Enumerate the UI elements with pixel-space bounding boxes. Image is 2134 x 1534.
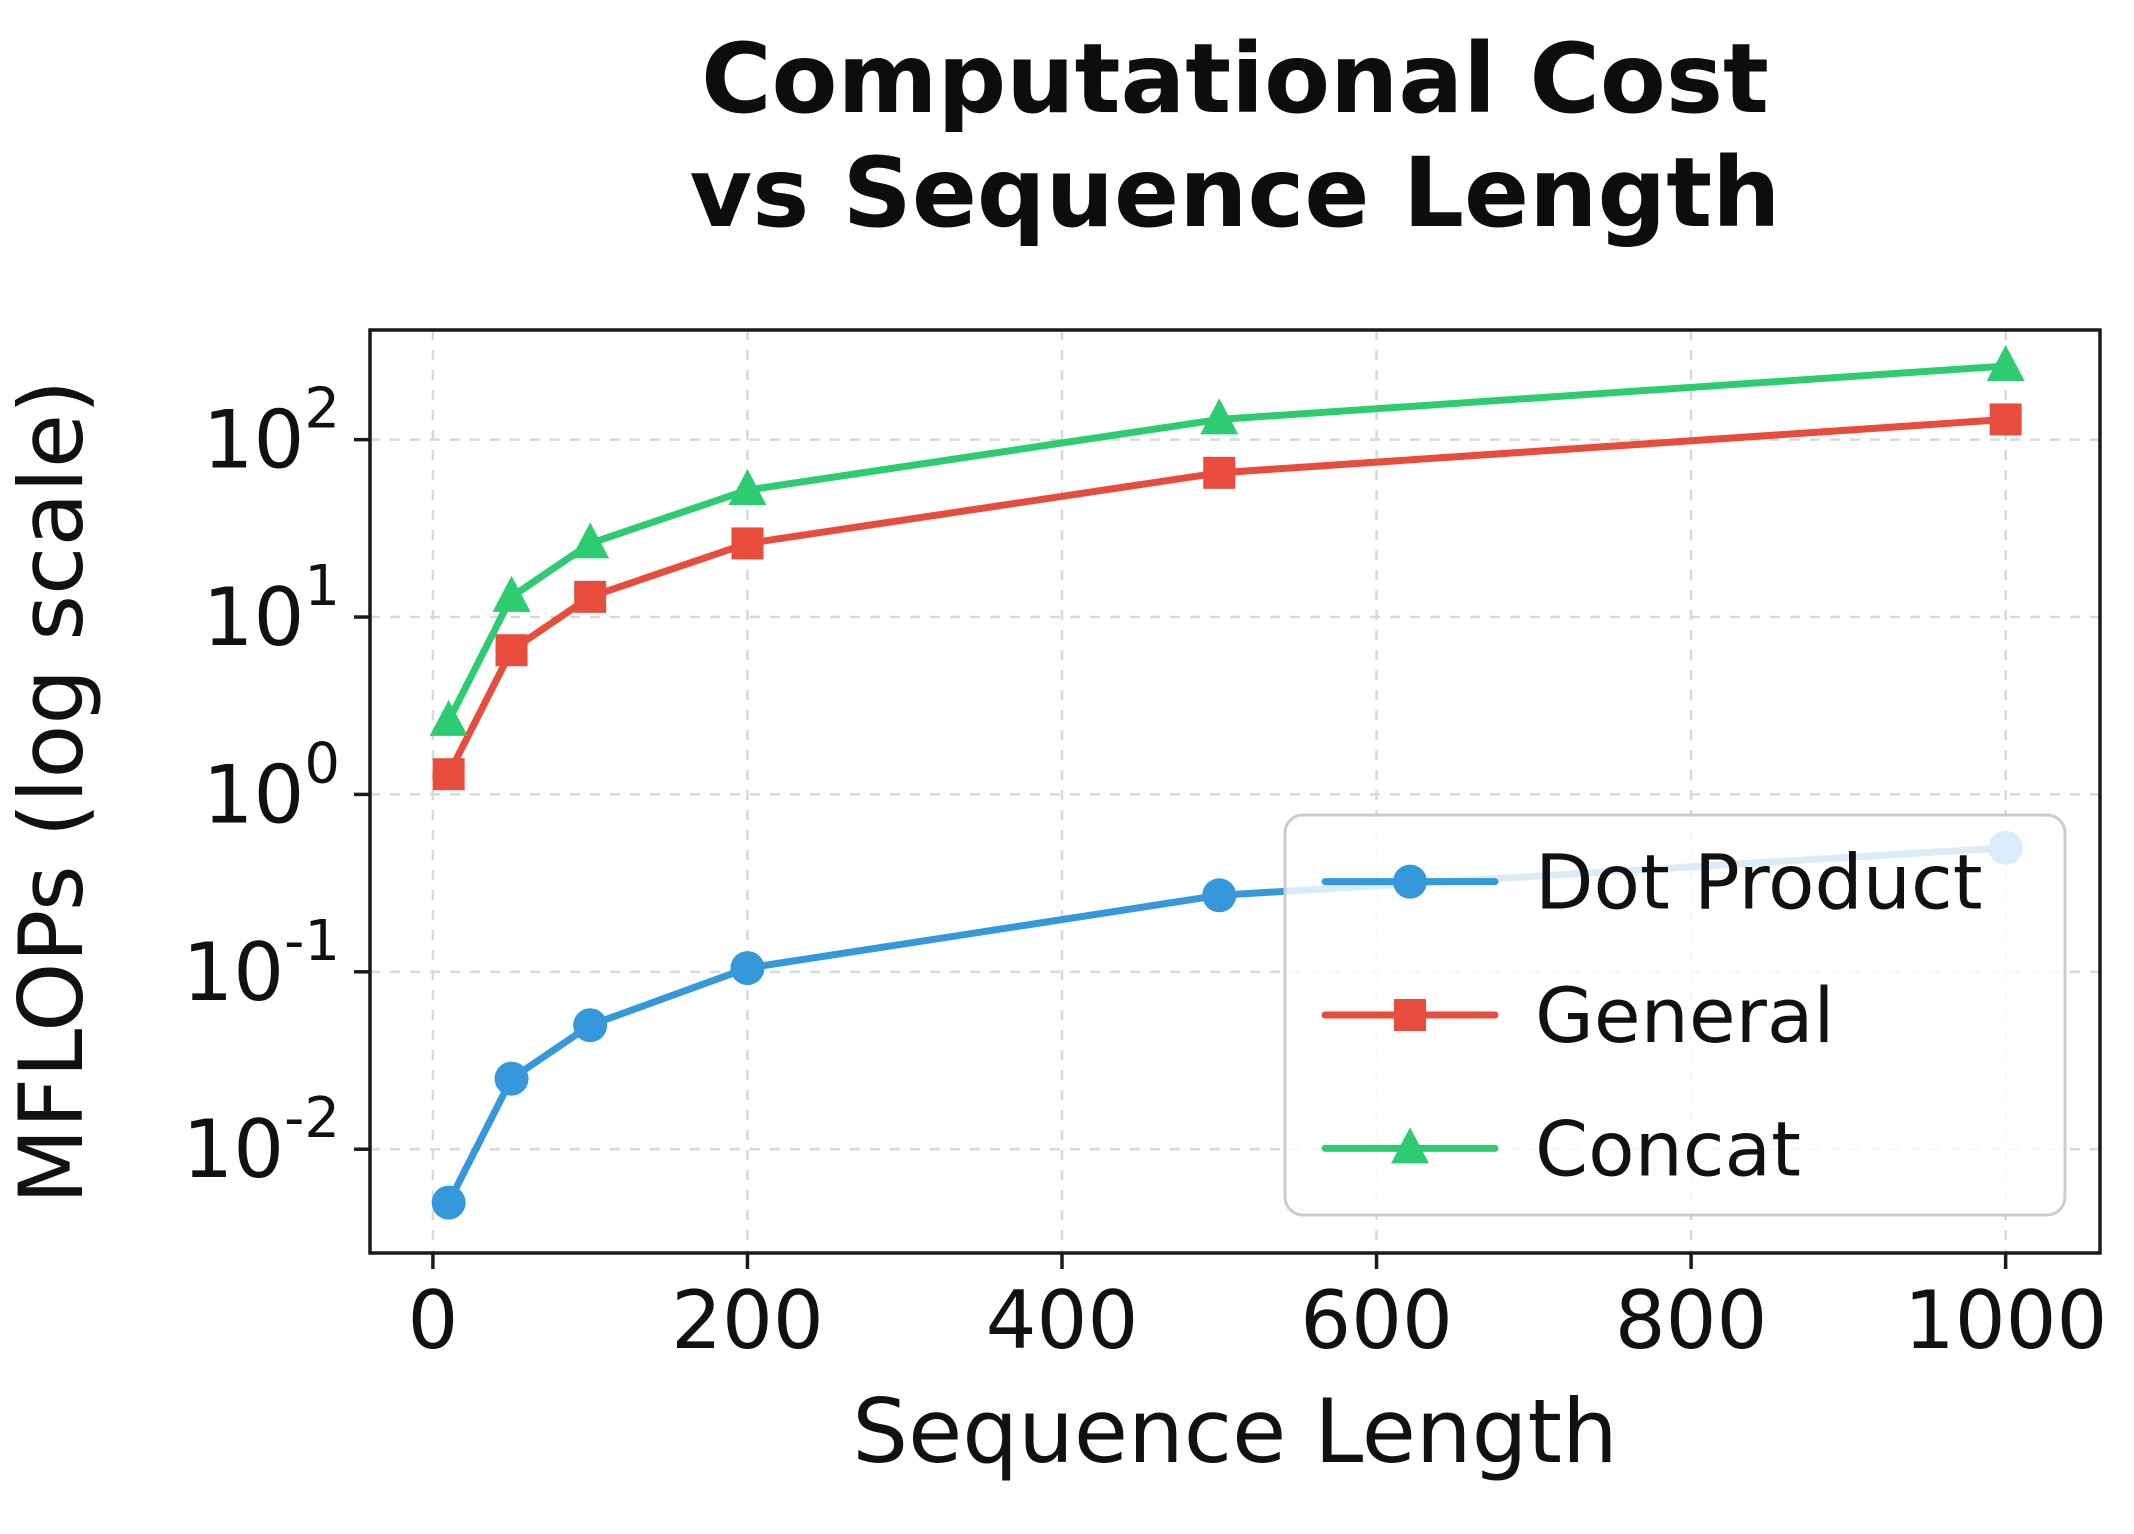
x-tick-label: 800 — [1615, 1274, 1768, 1367]
legend-label: General — [1535, 971, 1835, 1060]
y-tick-label: 10-2 — [182, 1086, 340, 1196]
x-tick-label: 0 — [407, 1274, 458, 1367]
triangle-marker — [571, 522, 610, 559]
chart-title-line2: vs Sequence Length — [690, 137, 1781, 249]
legend-label: Concat — [1535, 1104, 1801, 1193]
x-tick-label: 400 — [986, 1274, 1139, 1367]
triangle-marker — [1986, 345, 2025, 382]
legend-label: Dot Product — [1535, 838, 1983, 927]
y-tick-label: 101 — [203, 554, 340, 664]
legend: Dot Product General Concat — [1283, 813, 2067, 1217]
y-tick-label: 102 — [203, 377, 340, 487]
legend-item-general: General — [1321, 971, 1835, 1060]
square-marker — [1394, 999, 1426, 1031]
x-axis-label: Sequence Length — [852, 1380, 1618, 1483]
circle-marker — [730, 951, 765, 986]
triangle-marker — [429, 699, 468, 736]
plot-area: Dot Product General Concat 0 200 400 600 800 100… — [182, 328, 2108, 1367]
square-marker — [1989, 403, 2022, 436]
triangle-marker — [1391, 1127, 1429, 1164]
circle-marker — [494, 1061, 529, 1096]
circle-marker — [431, 1185, 466, 1220]
legend-item-concat: Concat — [1321, 1104, 1801, 1193]
x-tick-label: 200 — [671, 1274, 824, 1367]
series-line — [445, 415, 2010, 778]
circle-marker — [573, 1008, 608, 1043]
triangle-marker — [728, 469, 767, 506]
square-marker — [731, 527, 764, 560]
series-line — [445, 362, 2010, 725]
series-general — [432, 403, 2022, 791]
triangle-marker — [492, 575, 531, 612]
square-marker — [432, 758, 465, 791]
y-axis-label: MFLOPs (log scale) — [0, 380, 103, 1205]
circle-marker — [1393, 864, 1427, 899]
square-marker — [574, 580, 607, 613]
square-marker — [1203, 456, 1236, 489]
circle-marker — [1202, 878, 1237, 913]
axes: 0 200 400 600 800 1000 10-2 10-1 100 101 102 — [182, 328, 2108, 1367]
series-concat — [429, 345, 2025, 736]
x-tick-label: 1000 — [1904, 1274, 2108, 1367]
x-tick-label: 600 — [1300, 1274, 1453, 1367]
triangle-marker — [1200, 398, 1239, 435]
square-marker — [495, 634, 528, 667]
y-tick-label: 100 — [203, 731, 340, 841]
grid — [370, 330, 2100, 1253]
chart-title-line1: Computational Cost — [701, 23, 1769, 135]
legend-item-dot-product: Dot Product — [1321, 838, 1983, 927]
plot-border — [368, 328, 2102, 1255]
y-tick-label: 10-1 — [182, 909, 340, 1019]
legend-box — [1283, 813, 2067, 1217]
